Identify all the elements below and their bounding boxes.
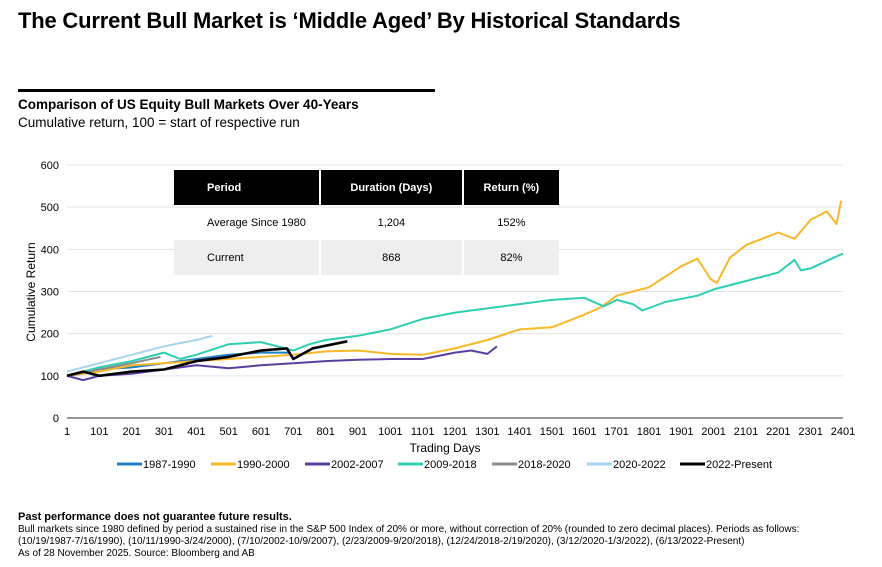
- y-tick-label: 0: [53, 413, 59, 425]
- summary-table: Period Duration (Days) Return (%) Averag…: [174, 170, 559, 275]
- footnote-source: As of 28 November 2025. Source: Bloomber…: [18, 548, 255, 559]
- table-header-row: Period Duration (Days) Return (%): [174, 170, 559, 205]
- x-tick-label: 101: [90, 426, 108, 438]
- x-tick-label: 1601: [572, 426, 596, 438]
- footnotes: Past performance does not guarantee futu…: [18, 510, 799, 560]
- footnote-periods: (10/19/1987-7/16/1990), (10/11/1990-3/24…: [18, 536, 745, 547]
- footnote-definition: Bull markets since 1980 defined by perio…: [18, 524, 800, 535]
- series-line-2002-2007: [66, 345, 498, 382]
- table-row: Average Since 1980 1,204 152%: [174, 205, 559, 240]
- x-tick-label: 301: [155, 426, 173, 438]
- y-tick-label: 300: [41, 287, 59, 299]
- x-tick-label: 201: [122, 426, 140, 438]
- x-tick-label: 1: [64, 426, 70, 438]
- legend-label: 1987-1990: [143, 459, 196, 471]
- y-axis-title: Cumulative Return: [24, 242, 38, 341]
- legend-label: 1990-2000: [237, 459, 290, 471]
- table-row: Current 868 82%: [174, 240, 559, 275]
- x-tick-label: 2401: [831, 426, 855, 438]
- legend-label: 2018-2020: [518, 459, 571, 471]
- y-tick-label: 100: [41, 371, 59, 383]
- page-title: The Current Bull Market is ‘Middle Aged’…: [18, 8, 681, 33]
- y-tick-label: 400: [41, 244, 59, 256]
- series-line-2009-2018: [66, 252, 844, 377]
- x-tick-label: 1001: [378, 426, 402, 438]
- chart-subtitle-note: Cumulative return, 100 = start of respec…: [18, 115, 300, 130]
- x-tick-label: 501: [219, 426, 237, 438]
- title-divider: [18, 89, 435, 92]
- x-tick-label: 2301: [798, 426, 822, 438]
- y-tick-label: 600: [41, 160, 59, 172]
- x-tick-label: 601: [252, 426, 270, 438]
- y-tick-label: 500: [41, 202, 59, 214]
- x-tick-label: 1101: [411, 426, 435, 438]
- x-tick-label: 801: [316, 426, 334, 438]
- table-cell: 82%: [462, 240, 559, 275]
- x-axis-title: Trading Days: [410, 441, 481, 455]
- y-tick-label: 200: [41, 329, 59, 341]
- legend-label: 2020-2022: [613, 459, 666, 471]
- x-tick-label: 1201: [443, 426, 467, 438]
- series-line-1990-2000: [66, 200, 843, 377]
- table-cell: 1,204: [320, 205, 464, 240]
- table-header: Period: [174, 170, 321, 205]
- table-header: Duration (Days): [320, 170, 464, 205]
- x-tick-label: 1301: [475, 426, 499, 438]
- x-tick-label: 1401: [507, 426, 531, 438]
- x-tick-label: 401: [187, 426, 205, 438]
- legend-label: 2009-2018: [424, 459, 477, 471]
- series-line-2020-2022: [66, 334, 213, 373]
- x-tick-label: 2201: [766, 426, 790, 438]
- disclaimer: Past performance does not guarantee futu…: [18, 511, 292, 523]
- x-tick-label: 1801: [637, 426, 661, 438]
- x-tick-label: 1701: [604, 426, 628, 438]
- chart-subtitle: Comparison of US Equity Bull Markets Ove…: [18, 97, 359, 112]
- x-tick-label: 2101: [734, 426, 758, 438]
- x-tick-label: 2001: [701, 426, 725, 438]
- x-tick-label: 1901: [669, 426, 693, 438]
- table-cell: 868: [320, 240, 464, 275]
- x-tick-label: 901: [349, 426, 367, 438]
- table-cell: Current: [174, 240, 321, 275]
- table-header: Return (%): [462, 170, 559, 205]
- x-tick-label: 701: [284, 426, 302, 438]
- x-tick-label: 1501: [540, 426, 564, 438]
- table-cell: 152%: [497, 216, 526, 229]
- legend-label: 2002-2007: [331, 459, 384, 471]
- series-line-2022-Present: [66, 340, 348, 378]
- legend-label: 2022-Present: [706, 459, 772, 471]
- table-cell: Average Since 1980: [174, 205, 321, 240]
